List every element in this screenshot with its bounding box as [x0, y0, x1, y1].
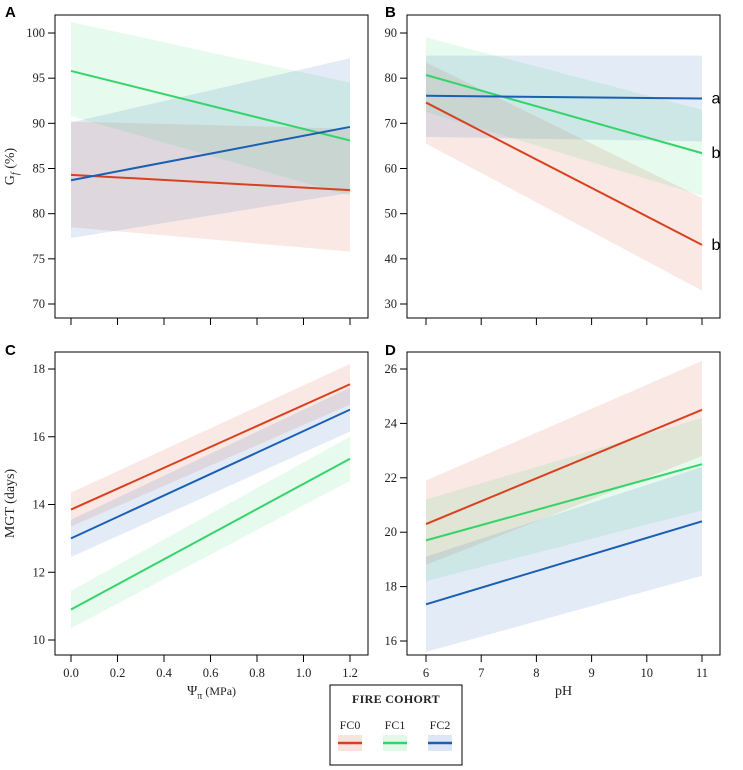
- y-tick-label: 18: [33, 362, 46, 376]
- y-tick-label: 16: [33, 430, 46, 444]
- panel-letter-c: C: [5, 342, 16, 359]
- ci-band-fc0: [426, 360, 702, 565]
- y-axis-title: MGT (days): [3, 468, 18, 538]
- y-tick-label: 70: [385, 116, 398, 130]
- y-tick-label: 30: [385, 297, 398, 311]
- panel-letter-b: B: [385, 4, 396, 21]
- y-tick-label: 70: [33, 297, 46, 311]
- x-tick-label: 1.2: [342, 666, 358, 680]
- ci-band-fc0: [71, 363, 350, 527]
- ci-band-fc2: [71, 387, 350, 558]
- x-tick-label: 9: [588, 666, 594, 680]
- y-tick-label: 85: [33, 162, 46, 176]
- x-tick-label: 0.6: [203, 666, 219, 680]
- panel-a-gf-vs-osmotic-potential: 70 75 80 85 90 95 100 Gf (%): [3, 14, 369, 325]
- plot-frame: [406, 14, 721, 319]
- x-tick-label: 1.0: [296, 666, 312, 680]
- y-tick-label: 100: [26, 26, 45, 40]
- panel-d-mgt-vs-ph: 6 7 8 9 10 11 16 18 20 22 24 26 pH: [385, 351, 721, 699]
- y-tick-label: 95: [33, 71, 46, 85]
- series-line-fc2: [425, 520, 703, 606]
- panel-c-mgt-vs-osmotic-potential: 0.0 0.2 0.4 0.6 0.8 1.0 1.2 10 12 14 16 18 Ψπ (MPa) M…: [3, 351, 369, 702]
- y-tick-label: 40: [385, 252, 398, 266]
- y-tick-label: 75: [33, 252, 46, 266]
- series-line-fc1: [425, 74, 703, 155]
- x-tick-label: 0.0: [63, 666, 79, 680]
- ci-band-fc2: [426, 466, 702, 652]
- series-line-fc1: [425, 463, 703, 542]
- x-tick-label: 6: [423, 666, 429, 680]
- y-tick-label: 90: [33, 116, 46, 130]
- x-tick-label: 10: [641, 666, 654, 680]
- ci-band-fc0: [71, 121, 350, 252]
- y-axis-title: Gf (%): [3, 147, 21, 185]
- y-tick-label: 50: [385, 207, 398, 221]
- legend-label-fc2: FC2: [430, 718, 451, 732]
- annotation-fc1: b: [712, 145, 721, 162]
- y-tick-label: 14: [33, 498, 46, 512]
- panel-b-gf-vs-ph: 30 40 50 60 70 80 90 a b b: [385, 14, 721, 325]
- y-tick-label: 90: [385, 26, 398, 40]
- annotation-fc0: b: [712, 237, 721, 254]
- series-line-fc1: [70, 457, 351, 611]
- y-tick-label: 26: [385, 362, 398, 376]
- legend-item-fc2: FC2: [428, 718, 452, 751]
- x-tick-label: 11: [696, 666, 708, 680]
- legend-label-fc0: FC0: [340, 718, 361, 732]
- ci-band-fc1: [426, 37, 702, 196]
- series-line-fc0: [425, 408, 703, 525]
- x-tick-label: 8: [533, 666, 539, 680]
- ci-band-fc0: [426, 62, 702, 291]
- series-line-fc0: [70, 383, 351, 511]
- x-axis-title: pH: [555, 684, 572, 699]
- series-line-fc0: [70, 173, 351, 192]
- y-tick-label: 22: [385, 471, 398, 485]
- ci-band-fc1: [426, 417, 702, 582]
- ci-band-fc1: [71, 436, 350, 629]
- y-tick-label: 12: [33, 565, 46, 579]
- panel-letter-a: A: [5, 4, 16, 21]
- ci-band-fc2: [71, 58, 350, 239]
- plot-frame: [406, 351, 721, 656]
- x-axis-title: Ψπ (MPa): [187, 684, 236, 702]
- legend-item-fc1: FC1: [383, 718, 407, 751]
- y-tick-label: 80: [33, 207, 46, 221]
- y-tick-label: 18: [385, 580, 398, 594]
- ci-band-fc1: [71, 22, 350, 196]
- legend-title: FIRE COHORT: [352, 692, 440, 706]
- plot-frame: [54, 351, 369, 656]
- series-line-fc0: [425, 101, 703, 246]
- y-tick-label: 24: [385, 416, 398, 430]
- legend-box: [329, 684, 463, 766]
- ci-band-fc2: [426, 55, 702, 142]
- legend-label-fc1: FC1: [385, 718, 406, 732]
- series-line-fc1: [70, 69, 351, 142]
- x-tick-label: 7: [478, 666, 484, 680]
- series-line-fc2: [425, 94, 703, 100]
- series-line-fc2: [70, 408, 351, 540]
- y-tick-label: 60: [385, 162, 398, 176]
- x-tick-label: 0.4: [156, 666, 172, 680]
- x-tick-label: 0.8: [249, 666, 265, 680]
- legend: FIRE COHORT FC0 FC1 FC2: [329, 684, 463, 766]
- series-line-fc2: [70, 125, 351, 182]
- y-tick-label: 10: [33, 633, 46, 647]
- plot-frame: [54, 14, 369, 319]
- y-tick-label: 20: [385, 525, 398, 539]
- y-tick-label: 80: [385, 71, 398, 85]
- panel-letter-d: D: [385, 342, 396, 359]
- x-tick-label: 0.2: [110, 666, 126, 680]
- y-tick-label: 16: [385, 634, 398, 648]
- annotation-fc2: a: [712, 90, 721, 107]
- legend-item-fc0: FC0: [338, 718, 362, 751]
